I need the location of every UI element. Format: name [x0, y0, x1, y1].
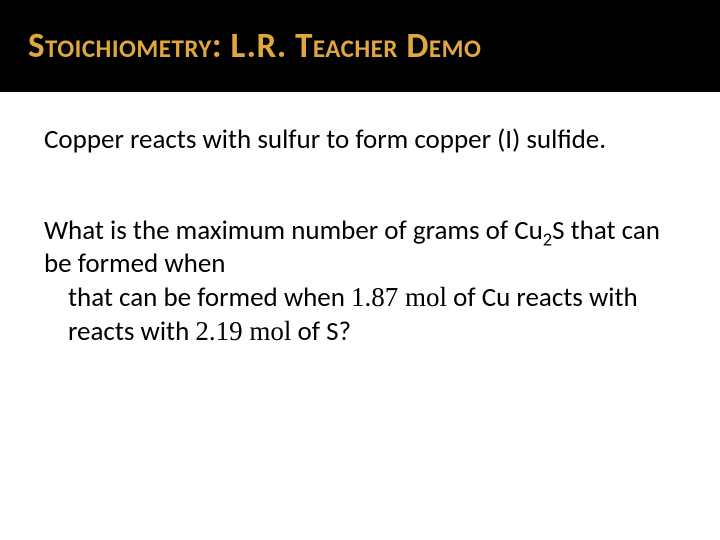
p2-part-a: What is the maximum number of grams of C… [44, 214, 543, 247]
p2-line3: reacts with 2.19 mol of S? [44, 315, 351, 348]
paragraph-2: What is the maximum number of grams of C… [44, 215, 676, 349]
p2-part-d: of S? [291, 315, 351, 348]
p2-part-c: of Cu reacts with [447, 281, 638, 314]
p2-reacts: reacts with [68, 315, 195, 348]
p2-val2: 2.19 mol [195, 316, 291, 346]
title-bar: Stoichiometry: L.R. Teacher Demo [0, 0, 720, 92]
p2-subscript: 2 [543, 228, 552, 250]
slide-content: Copper reacts with sulfur to form copper… [0, 92, 720, 349]
p2-cont: that can be formed when [68, 281, 351, 314]
slide-title: Stoichiometry: L.R. Teacher Demo [28, 25, 481, 67]
p2-val1: 1.87 mol [351, 282, 447, 312]
paragraph-1: Copper reacts with sulfur to form copper… [44, 124, 676, 157]
p2-line2: that can be formed when 1.87 mol of Cu r… [44, 281, 638, 314]
